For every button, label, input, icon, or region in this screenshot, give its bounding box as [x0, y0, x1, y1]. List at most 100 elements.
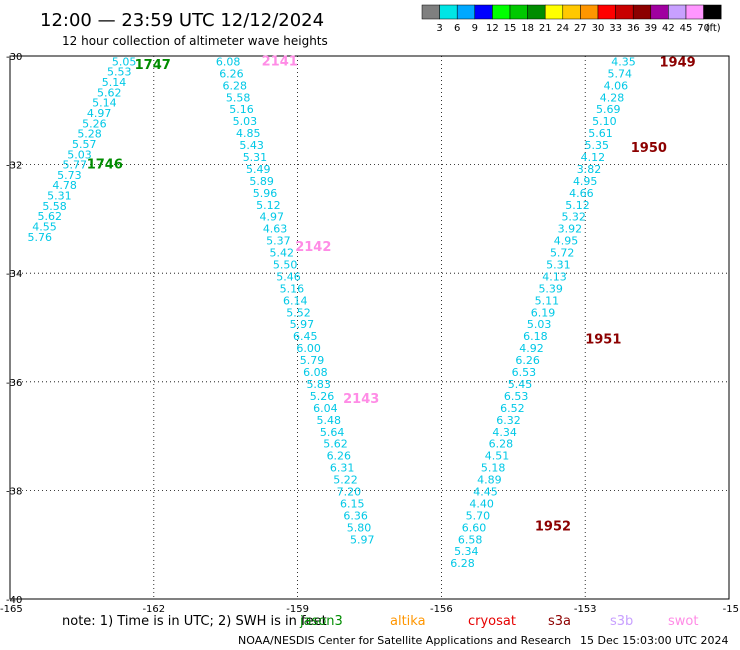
wave-height-value: 3.82 — [577, 163, 602, 176]
wave-height-value: 7.20 — [337, 485, 362, 498]
wave-height-value: 5.97 — [290, 318, 315, 331]
wave-height-value: 5.31 — [243, 151, 268, 164]
wave-height-value: 5.89 — [249, 175, 274, 188]
track-1: 5.055.535.145.625.144.975.265.285.575.03… — [27, 55, 136, 243]
wave-height-value: 6.00 — [296, 342, 321, 355]
track-3: 4.355.744.064.285.695.105.615.354.123.82… — [450, 55, 636, 570]
wave-height-value: 6.52 — [500, 402, 525, 415]
wave-height-value: 4.13 — [542, 270, 567, 283]
wave-height-value: 5.73 — [57, 169, 82, 182]
pass-number-label: 1746 — [87, 158, 123, 173]
wave-height-value: 6.19 — [531, 306, 556, 319]
pass-number-label: 2142 — [295, 240, 331, 255]
colorbar-swatch — [632, 4, 652, 20]
wave-height-value: 5.10 — [592, 115, 617, 128]
wave-height-value: 4.12 — [581, 151, 606, 164]
wave-height-value: 4.78 — [52, 179, 77, 192]
wave-height-value: 5.62 — [323, 438, 348, 451]
lat-tick-label: -34 — [6, 269, 22, 280]
colorbar-label: 12 — [486, 23, 499, 34]
wave-height-value: 6.31 — [330, 462, 355, 475]
footer-credit: NOAA/NESDIS Center for Satellite Applica… — [238, 634, 571, 647]
map-grid — [10, 56, 729, 599]
wave-height-value: 5.69 — [596, 103, 621, 116]
lat-tick-label: -40 — [6, 595, 22, 606]
colorbar-label: 15 — [504, 23, 517, 34]
longitude-tick-labels: -165 -162 -159 -156 -153 -15 — [0, 604, 739, 615]
lon-tick-label: -162 — [142, 604, 165, 615]
wave-height-value: 4.35 — [611, 55, 636, 68]
page-title: 12:00 — 23:59 UTC 12/12/2024 — [40, 10, 324, 31]
satellite-name-jason3: jason3 — [299, 614, 343, 629]
wave-height-value: 5.42 — [270, 247, 295, 260]
track-2: 6.086.266.285.585.165.034.855.435.315.49… — [216, 55, 375, 546]
wave-height-value: 5.11 — [535, 294, 560, 307]
wave-height-value: 6.26 — [327, 450, 352, 463]
wave-height-value: 5.79 — [300, 354, 325, 367]
colorbar-label: 18 — [521, 23, 534, 34]
wave-height-value: 6.36 — [343, 509, 368, 522]
colorbar-swatch — [668, 4, 687, 20]
wave-height-value: 4.95 — [573, 175, 598, 188]
wave-height-value: 5.28 — [77, 128, 102, 141]
wave-height-value: 4.45 — [473, 485, 498, 498]
wave-height-value: 5.58 — [226, 91, 251, 104]
wave-height-value: 6.08 — [303, 366, 328, 379]
pass-number-label: 1950 — [631, 141, 667, 156]
colorbar-label: 21 — [539, 23, 552, 34]
colorbar-swatch — [474, 4, 493, 20]
wave-height-value: 4.89 — [477, 474, 502, 487]
wave-height-value: 5.39 — [538, 282, 563, 295]
colorbar-swatch — [703, 4, 722, 20]
wave-height-value: 6.28 — [223, 79, 248, 92]
wave-height-value: 6.28 — [489, 438, 514, 451]
wave-height-value: 5.83 — [306, 378, 331, 391]
satellite-name-s3a: s3a — [548, 614, 571, 629]
wave-height-value: 6.08 — [216, 55, 241, 68]
wave-height-value: 5.53 — [107, 66, 132, 79]
colorbar-swatch — [492, 4, 511, 20]
wave-height-value: 5.49 — [246, 163, 271, 176]
wave-height-value: 4.28 — [600, 91, 625, 104]
wave-height-value: 5.26 — [82, 117, 107, 130]
colorbar-label: 30 — [592, 23, 605, 34]
wave-height-value: 6.28 — [450, 557, 475, 570]
wave-height-value: 5.74 — [607, 67, 632, 80]
wave-height-value: 6.18 — [523, 330, 548, 343]
wave-height-value: 5.46 — [276, 270, 301, 283]
latitude-tick-labels: -30 -32 -34 -36 -38 -40 — [6, 52, 22, 606]
satellite-legend: jason3 altika cryosat s3a s3b swot — [299, 614, 698, 629]
wave-height-value: 4.92 — [519, 342, 544, 355]
wave-height-value: 5.12 — [256, 199, 281, 212]
satellite-name-altika: altika — [390, 614, 426, 629]
wave-height-value: 5.58 — [42, 200, 67, 213]
colorbar-swatch — [439, 4, 458, 20]
colorbar-swatch — [509, 4, 528, 20]
wave-height-value: 4.51 — [485, 450, 510, 463]
colorbar-swatch — [580, 4, 599, 20]
pass-number-label: 1949 — [659, 55, 695, 70]
colorbar-label: 24 — [556, 23, 569, 34]
colorbar-label: 39 — [644, 23, 657, 34]
wave-height-value: 5.14 — [102, 76, 127, 89]
colorbar-label: 70 — [697, 23, 710, 34]
map-frame — [9, 55, 730, 600]
colorbar-swatch — [650, 4, 669, 20]
wave-height-value: 5.16 — [229, 103, 254, 116]
colorbar-swatch — [456, 4, 476, 20]
wave-height-value: 5.76 — [27, 231, 52, 244]
wave-height-value: 5.05 — [112, 55, 137, 68]
wave-height-value: 5.35 — [584, 139, 609, 152]
colorbar-swatch — [421, 4, 440, 20]
wave-height-value: 5.14 — [92, 97, 117, 110]
lon-tick-label: -156 — [430, 604, 453, 615]
altimeter-tracks: 5.055.535.145.625.144.975.265.285.575.03… — [27, 55, 635, 570]
wave-height-value: 6.45 — [293, 330, 318, 343]
wave-height-value: 4.63 — [263, 223, 288, 236]
pass-number-label: 2141 — [262, 54, 298, 69]
wave-height-value: 5.61 — [588, 127, 613, 140]
pass-number-label: 1952 — [535, 520, 571, 535]
wave-height-value: 6.53 — [504, 390, 529, 403]
wave-height-value: 4.97 — [87, 107, 112, 120]
wave-height-value: 6.53 — [512, 366, 537, 379]
